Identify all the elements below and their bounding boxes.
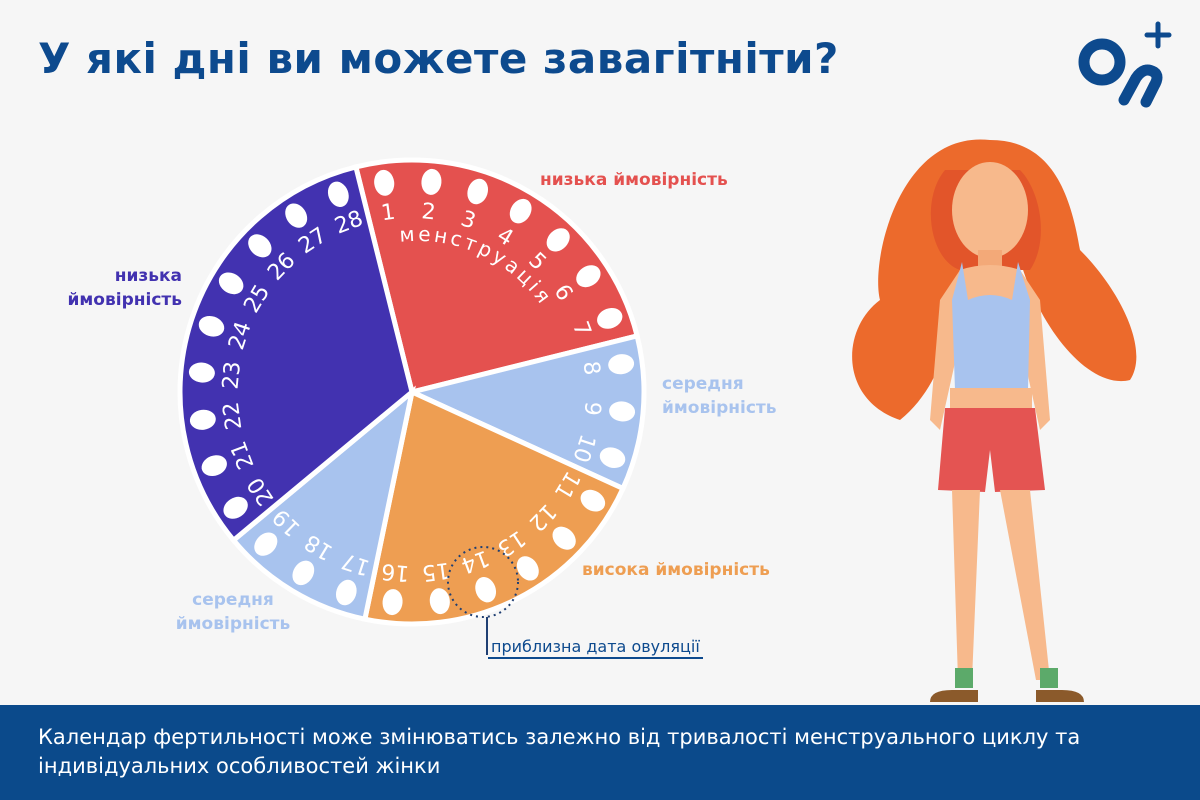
day-pill [421,168,442,195]
day-pill [382,589,403,616]
day-pill [254,532,278,556]
ovulation-label: приблизна дата овуляції [488,636,703,659]
day-pill [248,234,272,258]
day-pill [223,496,248,519]
day-pill [188,362,215,383]
day-pill [580,489,606,512]
segment [230,385,416,623]
day-pill [597,307,623,329]
day-pill [429,588,450,615]
segment-label: висока ймовірність [582,560,770,580]
day-pill [546,228,570,252]
day-number: 22 [219,400,247,431]
day-pill [292,560,315,586]
segment-label: середня ймовірність [662,374,777,418]
day-pill [516,556,539,581]
day-number: 15 [420,557,451,585]
day-pill [285,203,308,228]
day-pill [201,455,227,477]
title: У які дні ви можете завагітніти? [38,34,839,83]
segment [361,388,627,627]
cycle-wheel: 1 2 34567менструація8910111213141516171819… [177,157,647,627]
segment-label: середня ймовірність [175,590,291,634]
day-pill [599,447,626,469]
footer: Календар фертильності може змінюватись з… [0,705,1200,800]
day-number: 9 [579,401,605,417]
ovulation-ring [447,546,519,618]
day-number: 16 [380,558,410,585]
logo [1078,21,1172,108]
day-pill [509,198,532,224]
segment-label: низька ймовірність [540,170,728,190]
day-number: 1 [380,200,397,227]
day-pill [608,354,635,375]
day-pill [552,526,576,550]
day-pill [327,181,349,207]
footer-text: Календар фертильності може змінюватись з… [38,725,1081,778]
day-pill [198,315,225,337]
day-pill [475,577,497,603]
day-pill [335,579,357,606]
day-number: 2 [421,199,437,225]
segment [177,163,415,544]
day-number: 23 [219,360,246,390]
day-number: 8 [578,360,605,377]
segment [352,157,641,396]
day-pill [576,265,601,288]
day-pill [374,169,395,196]
segment [404,332,647,492]
day-pill [189,409,216,430]
segment-label: низька ймовірність [67,266,183,310]
day-pill [467,178,489,205]
day-pill [218,272,244,295]
day-pill [609,401,636,422]
girl-illustration [852,139,1137,702]
